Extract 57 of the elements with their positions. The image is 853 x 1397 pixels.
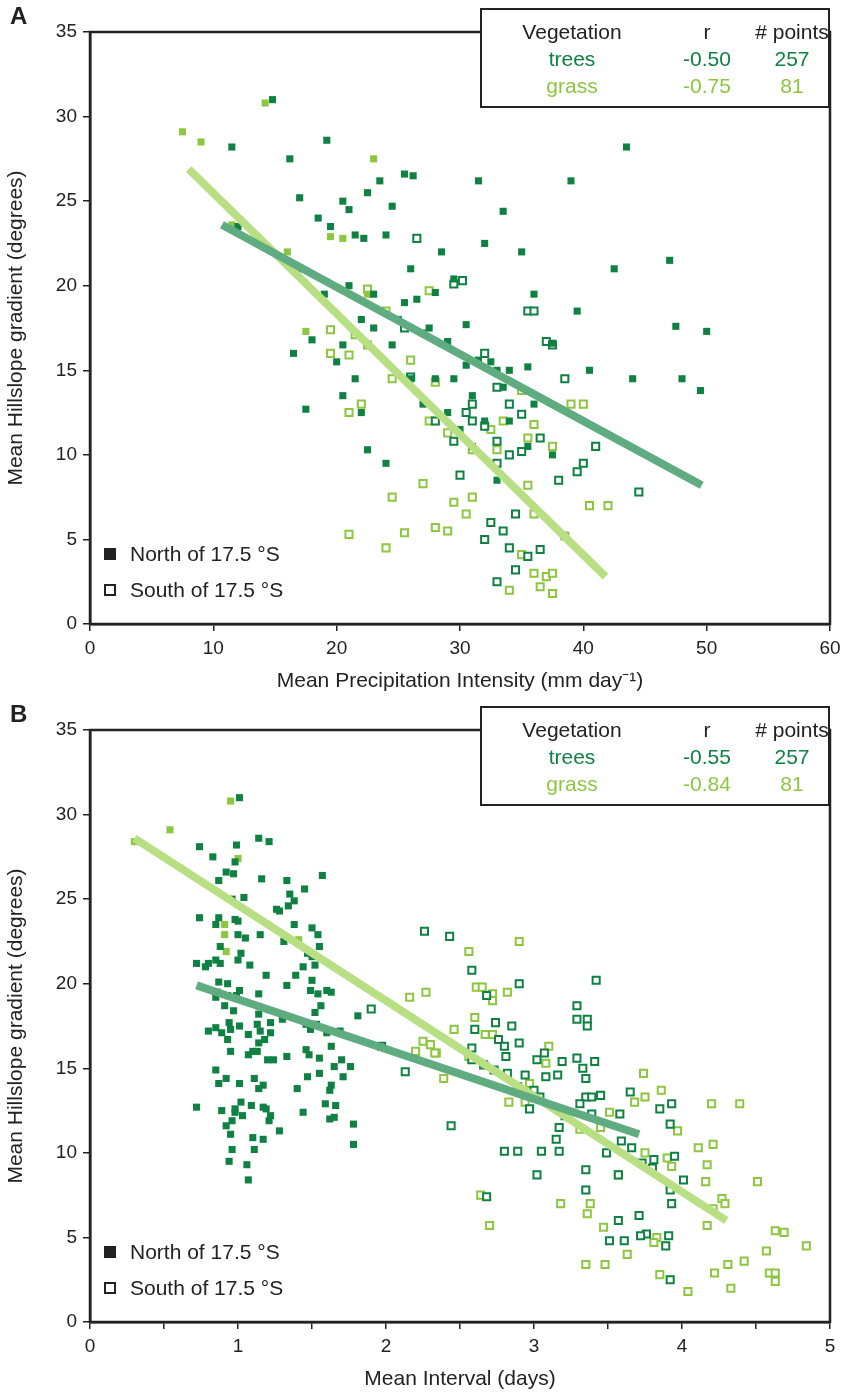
annotation: Vegetation xyxy=(521,716,623,743)
x-tick-label: 30 xyxy=(449,636,471,658)
annotation: South of 17.5 °S xyxy=(130,1276,284,1300)
x-tick-label: 60 xyxy=(819,636,841,658)
annotation: North of 17.5 °S xyxy=(130,542,280,566)
annotation: -0.55 xyxy=(682,743,732,770)
x-axis-title: Mean Interval (days) xyxy=(364,1366,556,1390)
x-tick-label: 2 xyxy=(380,1334,392,1356)
x-tick-label: 40 xyxy=(572,636,594,658)
annotation: # points xyxy=(754,18,830,45)
y-tick-label: 5 xyxy=(66,1225,77,1247)
x-tick-label: 50 xyxy=(696,636,718,658)
y-tick-label: 35 xyxy=(55,718,77,740)
x-tick-label: 5 xyxy=(824,1334,836,1356)
chart-title: A xyxy=(10,2,28,30)
y-tick-label: 0 xyxy=(66,612,77,634)
y-tick-label: 0 xyxy=(66,1310,77,1332)
annotation: -0.84 xyxy=(682,770,732,797)
annotation: Vegetation xyxy=(521,18,623,45)
annotation: trees xyxy=(547,45,597,72)
x-axis-title: Mean Precipitation Intensity (mm day⁻¹) xyxy=(276,668,644,692)
annotation: trees xyxy=(547,743,597,770)
annotation: North of 17.5 °S xyxy=(130,1240,280,1264)
y-tick-label: 30 xyxy=(55,104,77,126)
annotation: -0.50 xyxy=(682,45,732,72)
y-tick-label: 20 xyxy=(55,971,77,993)
annotation: r xyxy=(702,18,712,45)
y-tick-label: 15 xyxy=(55,358,77,380)
y-tick-label: 25 xyxy=(55,887,77,909)
annotation: 257 xyxy=(773,45,811,72)
y-tick-label: 10 xyxy=(55,1141,77,1163)
y-tick-label: 20 xyxy=(55,273,77,295)
annotation: # points xyxy=(754,716,830,743)
annotation: r xyxy=(702,716,712,743)
annotation: 81 xyxy=(779,770,805,797)
y-axis-title: Mean Hillslope gradient (degrees) xyxy=(3,170,27,486)
x-tick-label: 20 xyxy=(326,636,348,658)
x-tick-label: 0 xyxy=(84,636,96,658)
chart-title: B xyxy=(10,700,28,728)
x-tick-label: 3 xyxy=(528,1334,540,1356)
x-tick-label: 0 xyxy=(84,1334,96,1356)
y-tick-label: 30 xyxy=(55,802,77,824)
x-tick-label: 1 xyxy=(232,1334,244,1356)
y-tick-label: 10 xyxy=(55,443,77,465)
annotation: grass xyxy=(545,72,599,99)
annotation: -0.75 xyxy=(682,72,732,99)
x-tick-label: 10 xyxy=(202,636,224,658)
y-tick-label: 35 xyxy=(55,20,77,42)
annotation: South of 17.5 °S xyxy=(130,578,284,602)
y-tick-label: 25 xyxy=(55,189,77,211)
annotation: 81 xyxy=(779,72,805,99)
y-axis-title: Mean Hillslope gradient (degrees) xyxy=(3,868,27,1184)
x-tick-label: 4 xyxy=(676,1334,688,1356)
y-tick-label: 5 xyxy=(66,527,77,549)
y-tick-label: 15 xyxy=(55,1056,77,1078)
annotation: grass xyxy=(545,770,599,797)
annotation: 257 xyxy=(773,743,811,770)
